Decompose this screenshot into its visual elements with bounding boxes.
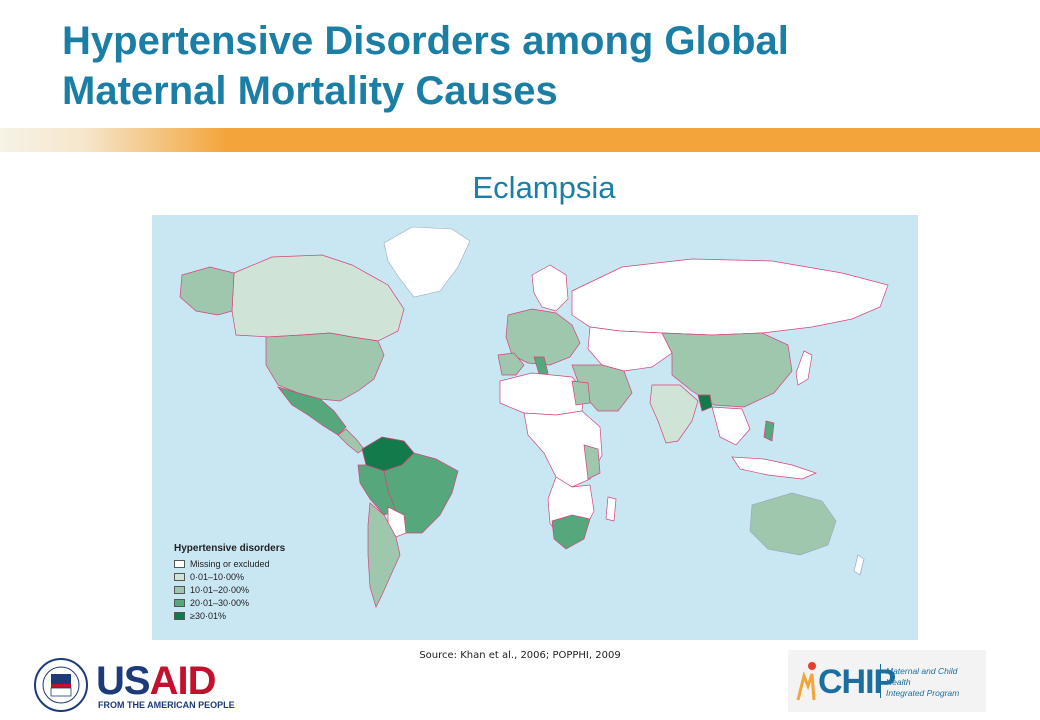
region-alaska — [179, 266, 235, 316]
mchip-logo: CHIP Maternal and Child Health Integrate… — [788, 650, 986, 712]
legend-swatch — [174, 586, 185, 594]
legend-label: Missing or excluded — [190, 559, 270, 569]
region-new-zealand — [853, 554, 865, 576]
region-china — [661, 332, 793, 408]
title-line-2: Maternal Mortality Causes — [62, 69, 558, 113]
slide-subtitle: Eclampsia — [472, 170, 616, 205]
legend-item: 0·01–10·00% — [174, 571, 285, 583]
region-spain — [497, 352, 525, 376]
region-africa-central — [523, 410, 603, 488]
legend-item: ≥30·01% — [174, 610, 285, 622]
region-scandinavia — [531, 264, 569, 312]
legend-item: Missing or excluded — [174, 558, 285, 570]
region-argentina-chile — [367, 502, 401, 608]
region-italy — [533, 356, 549, 378]
region-south-africa — [551, 514, 591, 550]
legend-swatch — [174, 573, 185, 581]
mchip-divider — [880, 664, 881, 698]
region-se-asia — [711, 406, 751, 446]
usaid-aid: AID — [149, 659, 217, 703]
world-map: Hypertensive disorders Missing or exclud… — [152, 215, 918, 640]
legend-swatch — [174, 560, 185, 568]
legend-swatch — [174, 599, 185, 607]
region-australia — [749, 492, 837, 556]
legend-label: 20·01–30·00% — [190, 598, 250, 608]
region-japan — [795, 350, 813, 386]
legend-label: ≥30·01% — [190, 611, 226, 621]
region-europe-west — [505, 308, 581, 366]
legend-swatch — [174, 612, 185, 620]
mchip-wordmark: CHIP — [818, 663, 896, 701]
region-east-africa — [583, 444, 601, 480]
region-india — [649, 384, 699, 444]
slide-title: Hypertensive Disorders among Global Mate… — [62, 16, 962, 116]
mchip-desc-line2: Integrated Program — [886, 688, 960, 698]
usaid-wordmark: USAID — [96, 659, 217, 703]
legend-label: 0·01–10·00% — [190, 572, 245, 582]
usaid-seal-icon — [34, 658, 88, 712]
region-egypt — [571, 380, 591, 406]
source-citation: Source: Khan et al., 2006; POPPHI, 2009 — [419, 650, 621, 661]
mchip-desc-line1: Maternal and Child Health — [886, 666, 958, 687]
mchip-figure-icon — [796, 662, 816, 701]
region-indonesia — [731, 456, 817, 480]
legend-title: Hypertensive disorders — [174, 543, 286, 554]
legend-item: 10·01–20·00% — [174, 584, 285, 596]
header-band-orange — [0, 128, 1040, 152]
legend-label: 10·01–20·00% — [190, 585, 250, 595]
legend-item: 20·01–30·00% — [174, 597, 285, 609]
mchip-description: Maternal and Child Health Integrated Pro… — [886, 666, 984, 699]
world-map-svg — [152, 215, 918, 640]
usaid-logo: USAID FROM THE AMERICAN PEOPLE — [34, 658, 244, 714]
region-mexico — [277, 386, 347, 436]
region-madagascar — [605, 496, 617, 522]
usaid-us: US — [96, 659, 151, 703]
region-greenland — [383, 226, 471, 298]
region-philippines — [763, 420, 775, 442]
region-usa — [265, 332, 385, 402]
title-line-1: Hypertensive Disorders among Global — [62, 19, 789, 63]
usaid-tagline: FROM THE AMERICAN PEOPLE — [98, 700, 235, 710]
map-legend: Hypertensive disorders Missing or exclud… — [174, 543, 285, 623]
region-central-asia — [587, 326, 673, 372]
